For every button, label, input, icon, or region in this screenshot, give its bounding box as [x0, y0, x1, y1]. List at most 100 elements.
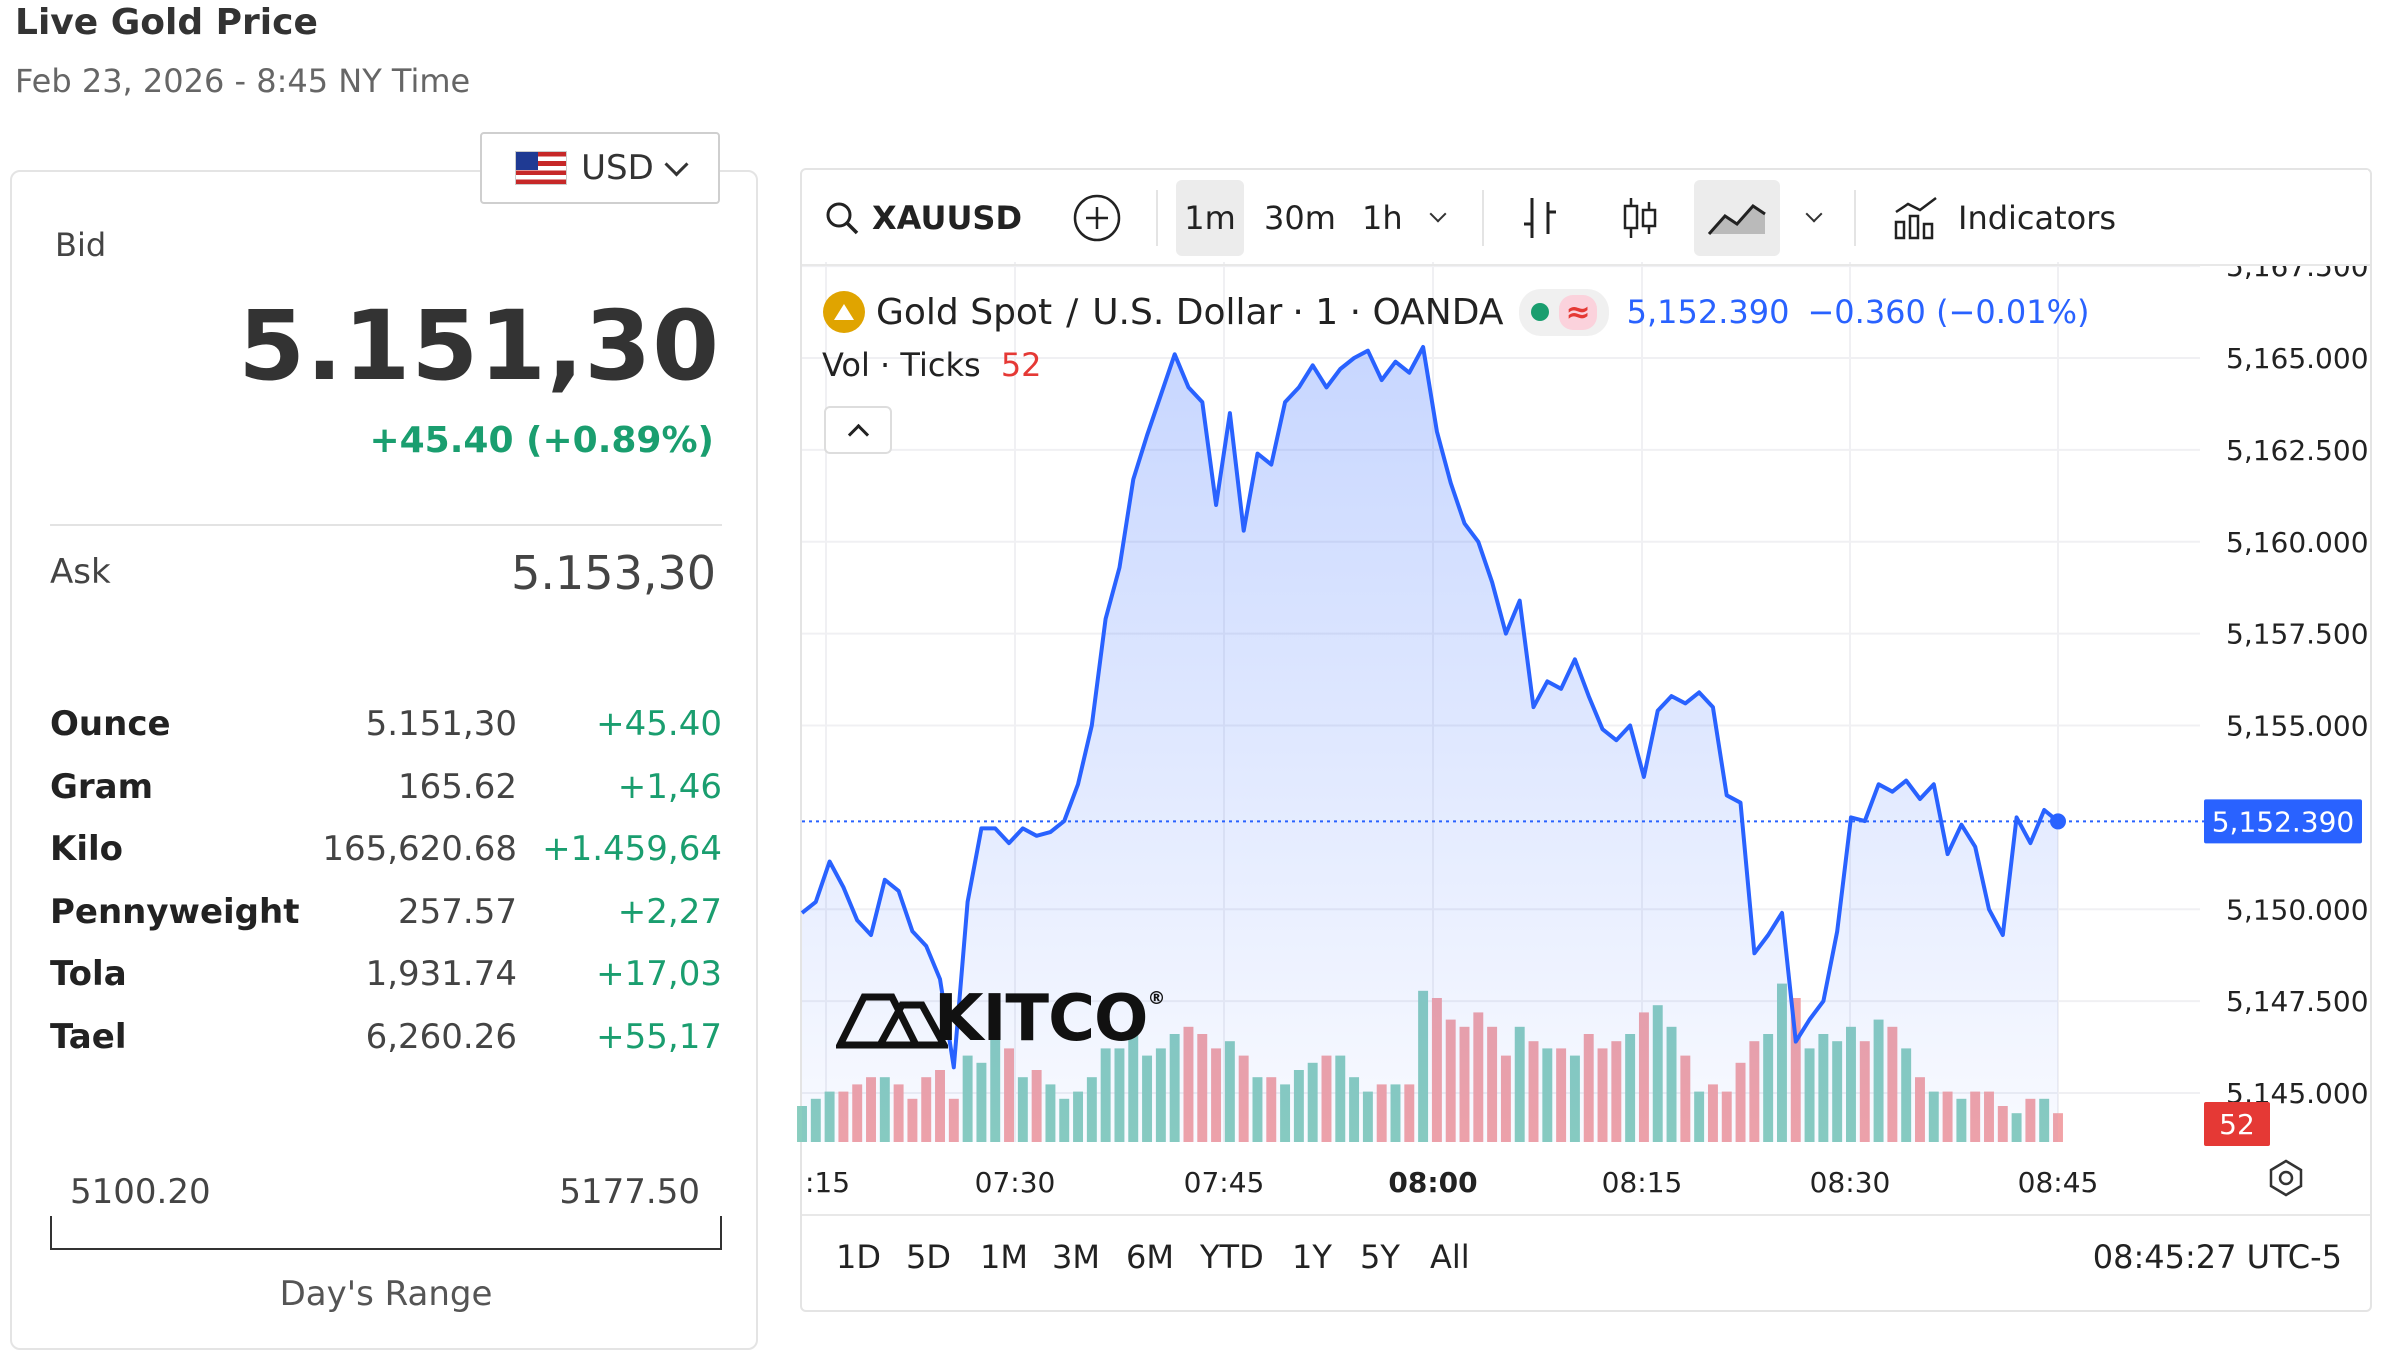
unit-change: +1,46 — [617, 767, 722, 807]
unit-price: 165,620.68 — [322, 829, 517, 869]
unit-name: Pennyweight — [50, 892, 300, 932]
bid-price: 5.151,30 — [238, 290, 720, 402]
volume-badge — [2204, 1102, 2270, 1146]
candles-style-button[interactable] — [1620, 170, 1660, 266]
legend-last-price: 5,152.390 — [1626, 293, 1790, 331]
chart-legend: Gold Spot / U.S. Dollar · 1 · OANDA ≈ 5,… — [822, 282, 2090, 342]
compare-symbol-button[interactable] — [1072, 170, 1122, 266]
legend-change: −0.360 (−0.01%) — [1807, 293, 2090, 331]
legend-exchange: · 1 · OANDA — [1292, 291, 1504, 333]
x-tick-label: 07:45 — [1184, 1166, 1265, 1199]
kitco-wordmark: KITCO — [934, 982, 1148, 1056]
x-tick-label: 08:00 — [1388, 1166, 1477, 1199]
unit-change: +45.40 — [596, 704, 722, 744]
indicators-button[interactable]: Indicators — [1892, 170, 2116, 266]
plus-circle-icon — [1073, 194, 1121, 242]
toolbar-separator — [1854, 190, 1856, 246]
bid-change: +45.40 (+0.89%) — [369, 420, 714, 461]
unit-name: Tola — [50, 954, 127, 994]
axis-mask — [2200, 170, 2368, 264]
kitco-logo: KITCO ® — [836, 982, 1165, 1056]
unit-row-tola: Tola 1,931.74 +17,03 — [50, 954, 722, 1014]
unit-row-pennyweight: Pennyweight 257.57 +2,27 — [50, 892, 722, 952]
currency-select[interactable]: USD — [480, 132, 720, 204]
volume-value: 52 — [1000, 346, 1042, 384]
y-tick-label: 5,147.500 — [2226, 985, 2369, 1018]
interval-dropdown[interactable] — [1429, 170, 1447, 266]
indicators-icon — [1894, 197, 1937, 240]
unit-change: +2,27 — [617, 892, 722, 932]
search-icon — [826, 202, 859, 235]
range-selector: 1D 5D 1M 3M 6M YTD 1Y 5Y All 08:45:27 UT… — [802, 1214, 2370, 1310]
range-5y[interactable]: 5Y — [1360, 1238, 1400, 1276]
bars-style-button[interactable] — [1520, 170, 1560, 266]
registered-mark: ® — [1147, 988, 1165, 1009]
range-all[interactable]: All — [1430, 1238, 1470, 1276]
market-status[interactable]: ≈ — [1519, 288, 1609, 336]
page-title: Live Gold Price — [15, 2, 318, 43]
y-tick-label: 5,155.000 — [2226, 710, 2369, 743]
delayed-data-icon: ≈ — [1559, 294, 1597, 330]
price-line — [800, 345, 2060, 1070]
volume-legend: Vol · Ticks 52 — [822, 346, 1042, 384]
unit-price: 5.151,30 — [365, 704, 517, 744]
chart-toolbar: XAUUSD 1m 30m 1h Indicators — [802, 170, 2370, 266]
toolbar-separator — [1482, 190, 1484, 246]
symbol-search[interactable]: XAUUSD — [824, 170, 1022, 266]
unit-change: +55,17 — [596, 1017, 722, 1057]
x-tick-label: 08:30 — [1810, 1166, 1891, 1199]
unit-row-gram: Gram 165.62 +1,46 — [50, 767, 722, 827]
interval-30m[interactable]: 30m — [1264, 199, 1336, 237]
range-6m[interactable]: 6M — [1126, 1238, 1174, 1276]
toolbar-separator — [1156, 190, 1158, 246]
ask-label: Ask — [50, 552, 111, 592]
range-1y[interactable]: 1Y — [1292, 1238, 1332, 1276]
days-range-bar — [50, 1216, 722, 1250]
range-3m[interactable]: 3M — [1052, 1238, 1100, 1276]
bid-label: Bid — [55, 226, 107, 264]
volume-badge-label: 52 — [2219, 1108, 2255, 1141]
ohlc-bars-icon — [1524, 198, 1556, 238]
gold-coin-icon — [823, 291, 865, 333]
chevron-up-icon — [847, 423, 869, 445]
page-subtitle: Feb 23, 2026 - 8:45 NY Time — [15, 62, 471, 100]
price-badges: 5,152.390 52 — [2204, 799, 2362, 1146]
last-price-badge — [2204, 799, 2362, 844]
range-1d[interactable]: 1D — [836, 1238, 881, 1276]
unit-price: 257.57 — [398, 892, 517, 932]
x-axis: :15 07:30 07:45 08:00 08:15 08:30 08:45 — [805, 1166, 2098, 1199]
unit-name: Kilo — [50, 829, 124, 869]
range-ytd[interactable]: YTD — [1200, 1238, 1264, 1276]
unit-row-kilo: Kilo 165,620.68 +1.459,64 — [50, 829, 722, 889]
y-axis: 5,167.5005,165.0005,162.5005,160.0005,15… — [2200, 170, 2369, 1110]
chart-style-dropdown[interactable] — [1805, 170, 1823, 266]
unit-price: 1,931.74 — [365, 954, 517, 994]
indicators-label: Indicators — [1958, 199, 2117, 237]
legend-separator: / — [1066, 291, 1079, 333]
unit-change: +1.459,64 — [542, 829, 722, 869]
area-style-button[interactable] — [1694, 180, 1780, 256]
settings-gear-icon[interactable] — [2269, 1159, 2303, 1197]
symbol-label: XAUUSD — [872, 199, 1023, 237]
range-1m[interactable]: 1M — [980, 1238, 1028, 1276]
chevron-down-icon — [1429, 205, 1447, 223]
range-5d[interactable]: 5D — [906, 1238, 951, 1276]
divider — [50, 524, 722, 526]
us-flag-icon — [515, 151, 568, 185]
y-tick-label: 5,157.500 — [2226, 618, 2369, 651]
y-tick-label: 5,160.000 — [2226, 526, 2369, 559]
kitco-bars-icon — [836, 993, 948, 1049]
unit-name: Tael — [50, 1017, 127, 1057]
area-chart-icon — [1707, 204, 1766, 235]
interval-1m[interactable]: 1m — [1176, 180, 1244, 256]
days-range-high: 5177.50 — [559, 1172, 700, 1212]
interval-1h[interactable]: 1h — [1362, 199, 1403, 237]
unit-price: 6,260.26 — [365, 1017, 517, 1057]
volume-label: Vol · Ticks — [822, 346, 981, 384]
collapse-legend-button[interactable] — [824, 406, 892, 454]
price-area — [802, 347, 2058, 1142]
x-tick-label: 08:15 — [1602, 1166, 1683, 1199]
chevron-down-icon — [1805, 205, 1823, 223]
unit-name: Gram — [50, 767, 154, 807]
